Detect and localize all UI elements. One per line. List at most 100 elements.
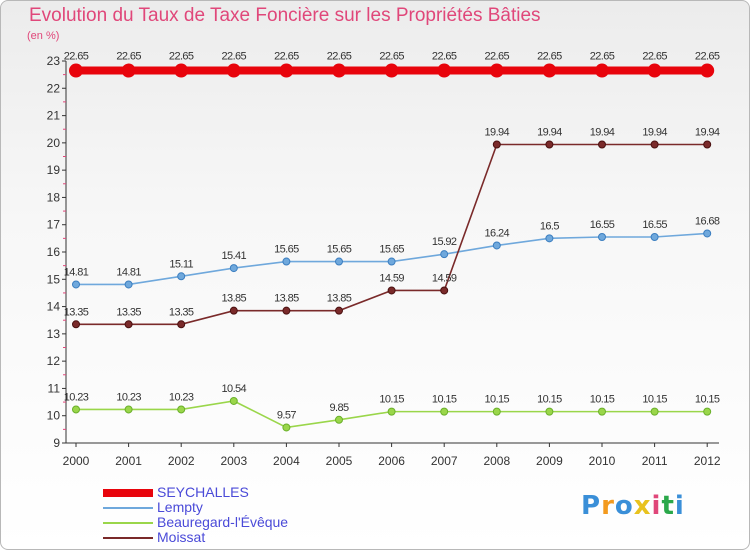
data-point — [384, 63, 399, 78]
legend-label: SEYCHALLES — [157, 484, 249, 500]
data-label: 10.15 — [485, 394, 510, 406]
chart-title: Evolution du Taux de Taxe Foncière sur l… — [29, 5, 541, 26]
y-tick-label: 22 — [47, 81, 61, 95]
data-point — [440, 407, 449, 416]
data-label: 9.85 — [329, 402, 348, 414]
data-point — [492, 140, 501, 149]
y-tick-label: 16 — [47, 245, 61, 259]
data-label: 22.65 — [116, 51, 141, 63]
data-label: 10.15 — [379, 394, 404, 406]
y-tick-label: 21 — [47, 109, 61, 123]
data-label: 22.65 — [379, 51, 404, 63]
data-label: 10.23 — [116, 391, 141, 403]
data-label: 15.41 — [222, 250, 247, 262]
data-label: 10.54 — [222, 383, 247, 395]
data-label: 10.23 — [64, 391, 89, 403]
x-tick-label: 2008 — [483, 454, 510, 468]
data-point — [545, 407, 554, 416]
data-label: 19.94 — [695, 126, 720, 138]
data-label: 19.94 — [590, 126, 615, 138]
data-point — [229, 264, 238, 273]
data-label: 13.85 — [327, 293, 352, 305]
chart-subtitle: (en %) — [27, 30, 60, 42]
x-tick-label: 2009 — [536, 454, 563, 468]
data-label: 16.55 — [590, 219, 615, 231]
x-tick-label: 2006 — [378, 454, 405, 468]
x-tick-label: 2001 — [115, 454, 142, 468]
legend-label: Moissat — [157, 529, 206, 545]
legend-label: Beauregard-l'Évêque — [157, 514, 289, 530]
data-point — [492, 407, 501, 416]
legend-swatch — [103, 522, 153, 524]
data-label: 13.35 — [116, 306, 141, 318]
data-point — [542, 63, 557, 78]
data-label: 15.92 — [432, 236, 457, 248]
y-tick-label: 11 — [48, 381, 61, 395]
data-label: 22.65 — [485, 51, 510, 63]
data-label: 16.55 — [642, 219, 667, 231]
data-label: 19.94 — [485, 126, 510, 138]
x-tick-label: 2002 — [168, 454, 195, 468]
data-label: 13.35 — [169, 306, 194, 318]
data-label: 22.65 — [695, 51, 720, 63]
data-label: 22.65 — [274, 51, 299, 63]
data-point — [124, 320, 133, 329]
logo-letter: o — [614, 491, 634, 521]
y-tick-label: 9 — [53, 436, 60, 450]
data-label: 10.23 — [169, 391, 194, 403]
data-point — [440, 250, 449, 259]
data-point — [72, 280, 80, 289]
data-point — [174, 63, 189, 78]
data-point — [226, 63, 241, 78]
data-point — [387, 286, 396, 295]
data-point — [282, 257, 291, 266]
data-label: 22.65 — [64, 51, 89, 63]
data-point — [177, 272, 186, 281]
data-point — [282, 423, 291, 432]
data-point — [335, 306, 343, 315]
data-label: 10.15 — [642, 394, 667, 406]
legend-swatch — [103, 507, 153, 509]
data-point — [177, 320, 186, 329]
x-tick-label: 2007 — [431, 454, 458, 468]
data-point — [121, 63, 136, 78]
data-point — [647, 63, 662, 78]
y-tick-label: 20 — [47, 136, 61, 150]
logo-letter: i — [674, 491, 685, 521]
data-label: 15.11 — [169, 258, 193, 270]
data-point — [229, 396, 238, 405]
data-label: 10.15 — [695, 394, 720, 406]
y-tick-label: 14 — [47, 300, 61, 314]
data-point — [545, 140, 554, 149]
y-tick-label: 19 — [47, 163, 61, 177]
data-point — [703, 140, 712, 149]
data-point — [282, 306, 291, 315]
legend-swatch — [103, 489, 153, 497]
data-label: 14.81 — [64, 266, 89, 278]
data-point — [650, 232, 659, 241]
logo-letter: P — [581, 491, 602, 521]
logo-letter: i — [651, 491, 662, 521]
data-label: 14.59 — [432, 272, 457, 284]
data-label: 10.15 — [432, 394, 457, 406]
data-point — [124, 280, 133, 289]
y-tick-label: 17 — [47, 218, 61, 232]
data-point — [387, 407, 396, 416]
data-label: 16.5 — [540, 220, 559, 232]
data-label: 22.65 — [432, 51, 457, 63]
x-tick-label: 2010 — [589, 454, 616, 468]
data-label: 22.65 — [537, 51, 562, 63]
data-point — [598, 407, 606, 416]
data-point — [703, 229, 712, 238]
x-tick-label: 2012 — [694, 454, 721, 468]
data-point — [650, 140, 659, 149]
data-point — [72, 320, 80, 329]
x-tick-label: 2000 — [63, 454, 90, 468]
x-tick-label: 2011 — [642, 454, 668, 468]
data-label: 15.65 — [379, 244, 404, 256]
data-label: 13.85 — [274, 293, 299, 305]
data-point — [177, 405, 186, 414]
y-tick-label: 12 — [47, 354, 61, 368]
